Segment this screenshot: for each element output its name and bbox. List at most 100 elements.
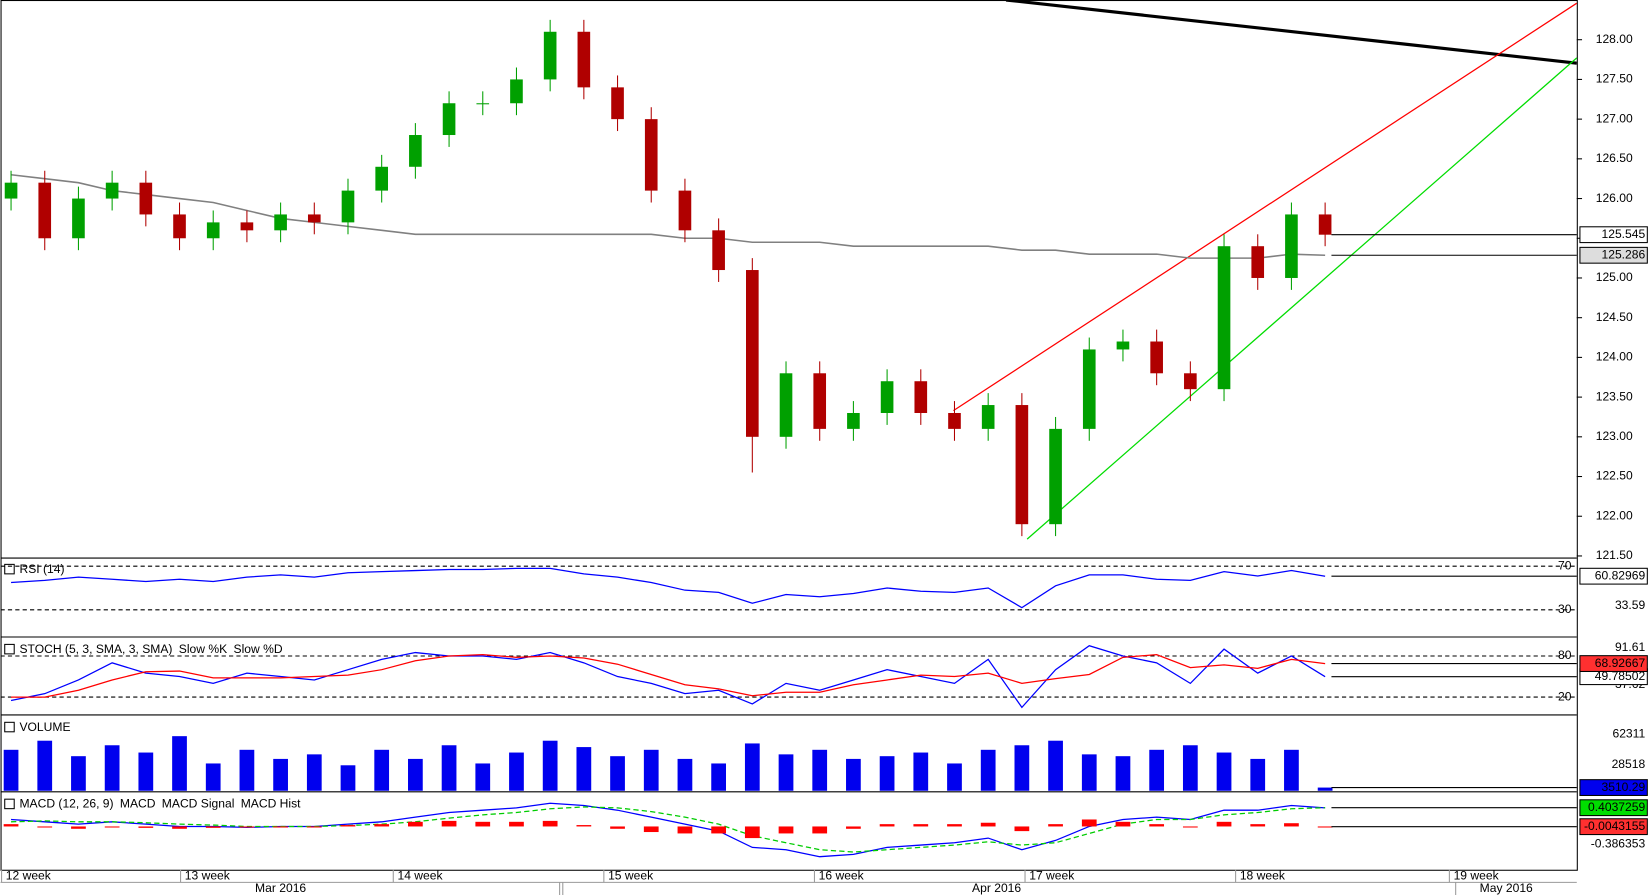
hist-bar bbox=[408, 821, 423, 827]
axis-label: -0.386353 bbox=[1591, 837, 1646, 851]
candle-body bbox=[1082, 349, 1096, 429]
legend-entry: Slow %D bbox=[234, 642, 283, 656]
level-label: 70 bbox=[1558, 558, 1572, 572]
hist-bar bbox=[1250, 824, 1266, 827]
x-tick-label: 15 week bbox=[608, 868, 654, 882]
series-line bbox=[11, 653, 1326, 698]
candle-body bbox=[712, 230, 725, 271]
series-line bbox=[11, 802, 1326, 858]
last-value-box bbox=[1579, 779, 1648, 796]
hist-bar bbox=[239, 826, 255, 828]
candle-body bbox=[678, 190, 692, 231]
last-value-label: 60.82969 bbox=[1595, 568, 1646, 582]
volume-bar bbox=[1216, 752, 1232, 791]
candle-body bbox=[948, 412, 961, 429]
trend-line bbox=[1005, 0, 1577, 65]
candle-body bbox=[1116, 341, 1130, 350]
legend-entry: Slow %K bbox=[179, 642, 227, 656]
volume-bar bbox=[205, 763, 221, 791]
hist-bar bbox=[542, 820, 558, 827]
volume-bar bbox=[610, 756, 625, 791]
candle-body bbox=[644, 119, 658, 191]
y-tick-label: 127.00 bbox=[1596, 111, 1633, 125]
hist-bar bbox=[509, 821, 524, 827]
last-value-label: 125.545 bbox=[1601, 227, 1645, 241]
volume-bar bbox=[576, 747, 592, 791]
hist-bar bbox=[643, 826, 659, 833]
hist-bar bbox=[1317, 826, 1333, 828]
volume-bar bbox=[1182, 745, 1198, 791]
volume-bar bbox=[306, 754, 322, 791]
volume-bar bbox=[947, 763, 962, 791]
volume-bar bbox=[475, 763, 491, 791]
candle-body bbox=[813, 373, 827, 429]
trend-line bbox=[1026, 57, 1578, 540]
hist-bar bbox=[846, 826, 861, 829]
x-tick-label: 14 week bbox=[397, 868, 443, 882]
hist-bar bbox=[879, 824, 895, 827]
last-value-label: -0.0043155 bbox=[1584, 819, 1645, 833]
candle-body bbox=[476, 103, 490, 105]
x-tick-label: 12 week bbox=[6, 868, 52, 882]
volume-bar bbox=[778, 754, 794, 791]
candle-body bbox=[847, 412, 860, 429]
hist-bar bbox=[205, 826, 221, 828]
hist-bar bbox=[812, 826, 828, 834]
candle-body bbox=[240, 222, 254, 231]
volume-bar bbox=[643, 749, 659, 791]
y-tick-label: 122.00 bbox=[1596, 508, 1633, 522]
panel-title: RSI (14) bbox=[19, 562, 64, 576]
candle-body bbox=[1150, 341, 1163, 374]
series-line bbox=[11, 567, 1326, 609]
volume-bar bbox=[1149, 749, 1165, 791]
volume-bar bbox=[1014, 745, 1030, 791]
hist-bar bbox=[475, 821, 491, 827]
volume-bar bbox=[812, 749, 828, 791]
hist-bar bbox=[947, 824, 962, 827]
candle-body bbox=[1217, 246, 1231, 390]
candle-body bbox=[880, 381, 894, 413]
last-value-box bbox=[1579, 655, 1648, 672]
y-tick-label: 124.50 bbox=[1596, 310, 1633, 324]
hist-bar bbox=[1081, 819, 1097, 827]
volume-bar bbox=[104, 745, 120, 791]
hist-bar bbox=[711, 826, 726, 834]
y-tick-label: 28518 bbox=[1612, 757, 1646, 771]
candle-body bbox=[375, 166, 389, 191]
legend-entry: MACD bbox=[120, 797, 156, 811]
month-label: May 2016 bbox=[1480, 881, 1533, 895]
axis-label: 91.61 bbox=[1615, 640, 1646, 654]
month-label: Apr 2016 bbox=[972, 881, 1021, 895]
volume-bar bbox=[172, 736, 187, 791]
volume-bar bbox=[441, 745, 457, 791]
hist-bar bbox=[37, 826, 53, 828]
hist-bar bbox=[1182, 826, 1198, 828]
last-value-box bbox=[1579, 246, 1648, 264]
candle-body bbox=[1285, 214, 1298, 278]
volume-bar bbox=[37, 740, 53, 791]
volume-bar bbox=[1317, 787, 1333, 791]
hist-bar bbox=[340, 825, 356, 827]
hist-bar bbox=[576, 825, 592, 827]
volume-bar bbox=[1115, 756, 1131, 791]
panel-icon bbox=[4, 563, 15, 575]
last-value-label: 68.92667 bbox=[1595, 656, 1646, 670]
y-tick-label: 62311 bbox=[1612, 726, 1645, 740]
hist-bar bbox=[1115, 821, 1131, 827]
candle-body bbox=[746, 270, 759, 437]
panel-icon bbox=[4, 798, 15, 810]
hist-bar bbox=[980, 822, 996, 827]
candle-body bbox=[139, 182, 153, 215]
panel-icon bbox=[4, 643, 15, 655]
last-value-label: 3510.29 bbox=[1601, 780, 1645, 794]
y-tick-label: 128.00 bbox=[1596, 32, 1633, 46]
candle-body bbox=[307, 214, 321, 223]
y-tick-label: 124.00 bbox=[1596, 350, 1633, 364]
candle-body bbox=[442, 103, 456, 136]
month-label: Mar 2016 bbox=[255, 881, 306, 895]
candle-body bbox=[1184, 373, 1197, 390]
level-label: 80 bbox=[1558, 648, 1572, 662]
hist-bar bbox=[441, 820, 457, 827]
volume-bar bbox=[3, 749, 19, 791]
